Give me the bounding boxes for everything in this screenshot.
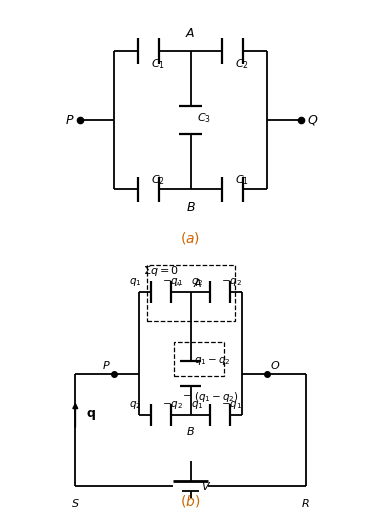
Text: $_A$: $_A$ (175, 280, 181, 289)
Text: $C_2$: $C_2$ (151, 173, 165, 187)
Text: $\mathbf{q}$: $\mathbf{q}$ (86, 408, 95, 422)
Text: $(b)$: $(b)$ (180, 494, 201, 509)
Bar (174, 342, 224, 376)
Text: $Q$: $Q$ (307, 113, 318, 127)
Text: $A$: $A$ (185, 27, 196, 39)
Text: $C_1$: $C_1$ (235, 173, 249, 187)
Text: $V$: $V$ (201, 480, 211, 493)
Text: $B$: $B$ (186, 201, 195, 214)
Text: $-q_2$: $-q_2$ (162, 399, 184, 411)
Text: $q_1$: $q_1$ (129, 276, 142, 288)
Bar (147, 265, 235, 322)
Text: $q_1-q_2$: $q_1-q_2$ (194, 355, 231, 368)
Text: $B$: $B$ (186, 425, 195, 437)
Text: $P$: $P$ (102, 359, 111, 371)
Text: $(a)$: $(a)$ (181, 230, 200, 246)
Text: $O$: $O$ (270, 359, 280, 371)
Text: $-q_1$: $-q_1$ (221, 399, 242, 411)
Text: $q_1$: $q_1$ (191, 399, 203, 411)
Text: $P$: $P$ (64, 114, 74, 127)
Text: $R$: $R$ (301, 497, 310, 508)
Text: $-q_{1}$: $-q_{1}$ (162, 276, 184, 288)
Text: $\Sigma q=0$: $\Sigma q=0$ (143, 264, 179, 278)
Text: $-$: $-$ (182, 389, 192, 399)
Text: $(q_1-q_2)$: $(q_1-q_2)$ (194, 390, 239, 404)
Text: $q_2$: $q_2$ (191, 276, 203, 288)
Text: $C_1$: $C_1$ (151, 58, 165, 71)
Text: $q_2$: $q_2$ (130, 399, 142, 411)
Text: $S$: $S$ (71, 497, 80, 508)
Text: $A$: $A$ (193, 278, 202, 289)
Text: $C_3$: $C_3$ (197, 111, 211, 124)
Text: $-q_2$: $-q_2$ (221, 276, 242, 288)
Text: $C_2$: $C_2$ (235, 58, 249, 71)
